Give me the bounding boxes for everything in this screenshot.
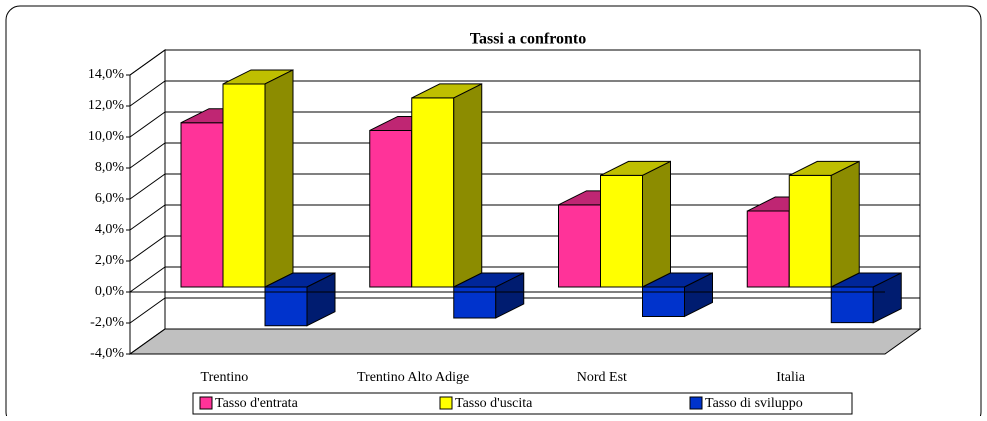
y-tick-label: -2,0% (90, 315, 124, 330)
y-tick-label: 6,0% (95, 191, 125, 206)
bar-side (495, 272, 525, 319)
floor (128, 328, 922, 355)
y-tick-label: 14,0% (88, 67, 125, 82)
y-tick-label: 8,0% (95, 160, 125, 175)
y-tick-label: 0,0% (95, 284, 125, 299)
legend-swatch (199, 396, 213, 410)
bar (788, 160, 860, 288)
bar (830, 272, 902, 324)
legend-swatch (439, 396, 453, 410)
bar (600, 160, 671, 288)
legend-swatch (689, 396, 703, 410)
y-tick-label: 10,0% (88, 129, 125, 144)
bar-side (306, 272, 336, 327)
bar-front (222, 83, 266, 288)
bar-front (600, 174, 643, 288)
bar-side (642, 160, 671, 288)
side-wall (129, 49, 166, 355)
bar-front (642, 286, 685, 317)
bar (453, 272, 525, 319)
y-tick-label: 12,0% (88, 98, 125, 113)
y-tick-label: 4,0% (95, 222, 125, 237)
bar-side (872, 272, 902, 324)
chart-title: Tassi a confronto (470, 31, 586, 48)
bar (642, 272, 713, 318)
legend-label: Tasso d'entrata (215, 396, 299, 411)
x-tick-label: Trentino (201, 370, 249, 385)
y-tick-label: -4,0% (90, 346, 124, 361)
x-tick-label: Italia (776, 370, 806, 385)
bar-front (369, 129, 413, 288)
bar-front (746, 210, 790, 288)
legend-label: Tasso di sviluppo (705, 396, 803, 411)
grid-line (129, 328, 920, 355)
legend-label: Tasso d'uscita (455, 396, 533, 411)
bar-front (411, 97, 455, 288)
grid-line (129, 111, 920, 138)
grid-line (129, 80, 920, 107)
bar (264, 272, 336, 327)
bar-front (788, 174, 832, 288)
grid-line (129, 49, 920, 76)
x-tick-label: Trentino Alto Adige (357, 370, 469, 385)
bar-side (453, 83, 483, 288)
grid-line (129, 142, 920, 169)
bar (411, 83, 483, 288)
bar-side (264, 69, 294, 288)
bar-side (684, 272, 713, 318)
bar (222, 69, 294, 288)
x-tick-label: Nord Est (577, 370, 627, 385)
bar-front (180, 122, 224, 288)
legend-box (192, 392, 853, 415)
bar-side (830, 160, 860, 288)
bar-front (558, 204, 601, 288)
bar-front (264, 286, 308, 327)
y-tick-label: 2,0% (95, 253, 125, 268)
